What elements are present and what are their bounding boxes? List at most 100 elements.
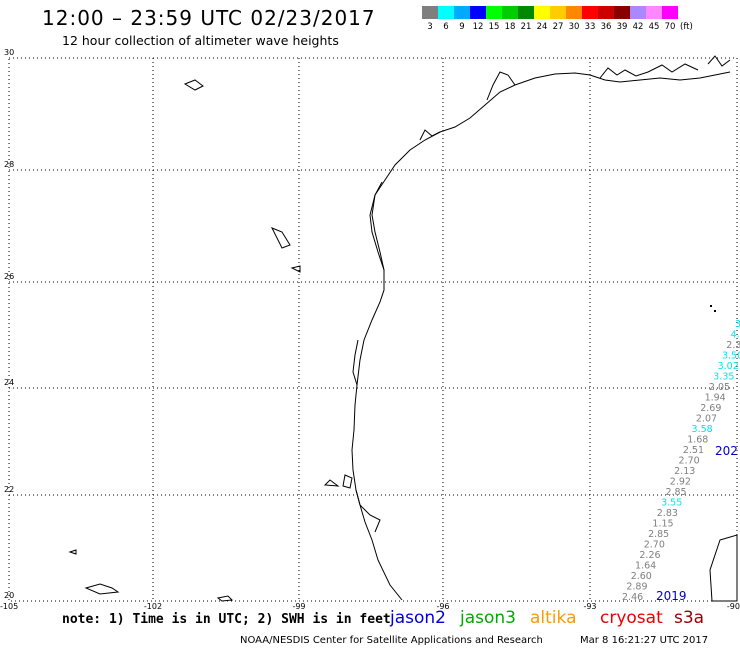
scale-swatch <box>422 6 438 19</box>
color-scale-labels: 3 6 9 12 15 18 21 24 27 30 33 36 39 42 45 70 (ft) <box>422 22 700 32</box>
scale-swatch <box>502 6 518 19</box>
coastline-segment <box>369 181 385 271</box>
longitude-label: -105 <box>0 602 18 611</box>
wave-height-value: 2.83 <box>657 508 678 519</box>
wave-height-value: 2.3 <box>726 340 740 351</box>
longitude-label: -96 <box>436 602 449 611</box>
scale-label: 36 <box>600 22 612 32</box>
scale-label: 39 <box>616 22 628 32</box>
scale-swatch <box>518 6 534 19</box>
scale-swatch <box>614 6 630 19</box>
satellite-legend-item: cryosat <box>600 608 663 628</box>
wave-height-value: 2.92 <box>670 477 691 488</box>
pass-time-label: 2019 <box>656 589 687 603</box>
satellite-legend-item: jason3 <box>460 608 516 628</box>
wave-height-value: 3.58 <box>692 424 713 435</box>
color-scale-bar <box>422 6 700 19</box>
wave-height-value: 2.70 <box>679 456 700 467</box>
gulf-coastline <box>68 55 738 602</box>
scale-label: 30 <box>568 22 580 32</box>
longitude-label: -102 <box>144 602 162 611</box>
coastline-segment <box>419 129 441 141</box>
wave-height-value: 1.15 <box>652 519 673 530</box>
scale-label: 12 <box>472 22 484 32</box>
color-scale-legend: 3 6 9 12 15 18 21 24 27 30 33 36 39 42 45 70 (ft) <box>422 6 700 32</box>
satellite-legend-item: altika <box>530 608 577 628</box>
wave-height-value: 2.70 <box>644 540 665 551</box>
island-outline <box>323 479 340 487</box>
scale-label: 21 <box>520 22 532 32</box>
axis-labels: 30 28 26 24 22 20 -105 -102 -99 -96 -93 -90 <box>0 48 740 611</box>
island-outline <box>84 583 120 595</box>
scale-label: 45 <box>648 22 660 32</box>
scale-swatch <box>582 6 598 19</box>
scale-label: 24 <box>536 22 548 32</box>
altimeter-track: 3.4.02.33.503.023.352.051.942.692.073.58… <box>622 305 740 603</box>
scale-swatch <box>662 6 678 19</box>
scale-label: 70 <box>664 22 676 32</box>
wave-height-value: 3. <box>735 319 740 330</box>
scale-label: 42 <box>632 22 644 32</box>
scale-label: 18 <box>504 22 516 32</box>
scale-label: 33 <box>584 22 596 32</box>
wave-height-value: 3.35 <box>713 372 734 383</box>
map-subtitle: 12 hour collection of altimeter wave hei… <box>62 33 339 48</box>
scale-swatch <box>470 6 486 19</box>
wave-height-value: 3.02 <box>718 361 739 372</box>
wave-height-value: 2.85 <box>648 529 669 540</box>
island-outline <box>183 79 204 91</box>
longitude-label: -93 <box>583 602 596 611</box>
scale-label: 27 <box>552 22 564 32</box>
track-dot <box>714 310 716 312</box>
scale-swatch <box>486 6 502 19</box>
scale-swatch <box>550 6 566 19</box>
island-outline <box>216 595 234 602</box>
credit-line: NOAA/NESDIS Center for Satellite Applica… <box>240 635 543 646</box>
wave-height-value: 4.0 <box>731 330 740 341</box>
latitude-label: 26 <box>4 272 14 281</box>
wave-height-value: 2.13 <box>674 466 695 477</box>
wave-height-value: 1.68 <box>687 435 708 446</box>
coastline-segment <box>486 71 516 101</box>
map-frame <box>8 57 738 602</box>
wave-height-value: 2.07 <box>696 414 717 425</box>
satellite-legend-item: jason2 <box>390 608 446 628</box>
island-outline <box>342 474 353 489</box>
coastline-segment <box>351 71 731 601</box>
track-dot <box>710 305 712 307</box>
scale-swatch <box>646 6 662 19</box>
wave-height-value: 2.05 <box>709 382 730 393</box>
wave-height-value: 2.60 <box>631 571 652 582</box>
island-outline <box>290 265 301 273</box>
scale-swatch <box>438 6 454 19</box>
longitude-label: -90 <box>727 602 740 611</box>
scale-swatch <box>534 6 550 19</box>
longitude-label: -99 <box>292 602 305 611</box>
scale-label: 6 <box>443 22 449 32</box>
latitude-label: 22 <box>4 485 14 494</box>
wave-height-value: 2.51 <box>683 445 704 456</box>
wave-height-value: 2.46 <box>622 592 643 603</box>
graticule <box>9 58 737 601</box>
coastline-segment <box>599 63 699 79</box>
pass-time-label: 202 <box>715 444 738 458</box>
generated-timestamp: Mar 8 16:21:27 UTC 2017 <box>580 635 709 646</box>
scale-label: 15 <box>488 22 500 32</box>
coastline-segment <box>355 489 381 533</box>
island-outline <box>709 534 738 602</box>
latitude-label: 28 <box>4 160 14 169</box>
satellite-legend-item: s3a <box>674 608 705 628</box>
latitude-label: 30 <box>4 48 14 57</box>
wave-height-value: 3.50 <box>722 351 740 362</box>
scale-unit: (ft) <box>680 22 693 32</box>
coastline-segment <box>352 339 359 386</box>
scale-swatch <box>598 6 614 19</box>
scale-swatch <box>454 6 470 19</box>
wave-height-value: 2.69 <box>700 403 721 414</box>
island-outline <box>270 227 291 249</box>
latitude-label: 24 <box>4 378 14 387</box>
latitude-label: 20 <box>4 591 14 600</box>
wave-height-value: 1.94 <box>705 393 726 404</box>
scale-label: 9 <box>459 22 465 32</box>
